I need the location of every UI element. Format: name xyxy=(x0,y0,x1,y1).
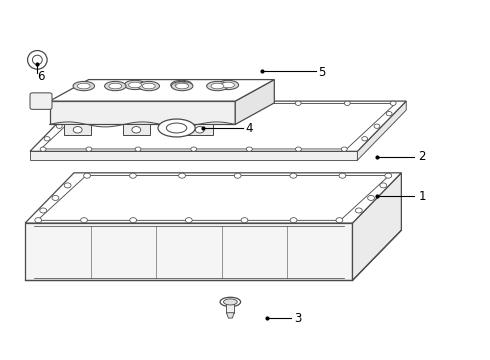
Circle shape xyxy=(336,218,343,223)
Ellipse shape xyxy=(207,81,228,91)
Circle shape xyxy=(191,147,196,151)
Ellipse shape xyxy=(172,81,193,91)
Ellipse shape xyxy=(32,55,42,64)
Ellipse shape xyxy=(220,297,241,307)
Text: 5: 5 xyxy=(318,66,326,79)
Circle shape xyxy=(129,173,136,178)
Ellipse shape xyxy=(175,82,188,88)
Ellipse shape xyxy=(176,83,189,89)
Ellipse shape xyxy=(167,123,187,133)
Polygon shape xyxy=(30,101,406,151)
Ellipse shape xyxy=(73,81,95,91)
Circle shape xyxy=(368,195,374,201)
Ellipse shape xyxy=(158,119,195,137)
Circle shape xyxy=(40,208,47,213)
Circle shape xyxy=(35,218,42,223)
Ellipse shape xyxy=(221,82,234,88)
Ellipse shape xyxy=(124,80,146,90)
Circle shape xyxy=(339,173,346,178)
Ellipse shape xyxy=(77,83,90,89)
Circle shape xyxy=(44,136,50,141)
Circle shape xyxy=(344,101,350,105)
Polygon shape xyxy=(235,80,274,125)
Ellipse shape xyxy=(211,83,224,89)
Circle shape xyxy=(40,147,46,151)
Circle shape xyxy=(386,112,392,116)
Polygon shape xyxy=(30,151,357,160)
Text: 1: 1 xyxy=(418,190,426,203)
Text: 3: 3 xyxy=(294,311,301,325)
Circle shape xyxy=(184,101,190,105)
Circle shape xyxy=(130,218,137,223)
Polygon shape xyxy=(37,176,389,220)
Circle shape xyxy=(246,147,252,151)
Circle shape xyxy=(240,101,245,105)
Circle shape xyxy=(73,127,82,133)
Circle shape xyxy=(342,147,347,151)
Circle shape xyxy=(362,136,368,141)
Circle shape xyxy=(89,101,95,105)
Ellipse shape xyxy=(109,83,122,89)
Circle shape xyxy=(185,218,192,223)
Ellipse shape xyxy=(138,81,159,91)
Circle shape xyxy=(132,127,141,133)
Ellipse shape xyxy=(104,81,126,91)
Polygon shape xyxy=(226,313,234,318)
Polygon shape xyxy=(49,80,274,101)
Circle shape xyxy=(355,208,362,213)
FancyBboxPatch shape xyxy=(30,93,52,109)
Ellipse shape xyxy=(223,299,237,305)
Circle shape xyxy=(290,218,297,223)
Circle shape xyxy=(86,147,92,151)
Circle shape xyxy=(374,124,380,129)
Polygon shape xyxy=(25,173,401,223)
Ellipse shape xyxy=(142,83,155,89)
Circle shape xyxy=(84,173,91,178)
Polygon shape xyxy=(25,223,352,280)
Polygon shape xyxy=(352,173,401,280)
Text: 2: 2 xyxy=(418,150,426,163)
Bar xyxy=(64,125,91,135)
Bar xyxy=(123,125,150,135)
Text: 6: 6 xyxy=(37,69,45,82)
Circle shape xyxy=(234,173,241,178)
Circle shape xyxy=(196,127,204,133)
Text: 4: 4 xyxy=(245,122,252,135)
Ellipse shape xyxy=(27,50,47,69)
Circle shape xyxy=(64,183,71,188)
Polygon shape xyxy=(41,103,395,149)
Ellipse shape xyxy=(171,80,192,90)
Polygon shape xyxy=(357,101,406,160)
Circle shape xyxy=(52,195,59,201)
Circle shape xyxy=(56,124,62,129)
Circle shape xyxy=(390,101,396,105)
Circle shape xyxy=(241,218,248,223)
Bar xyxy=(186,125,213,135)
Ellipse shape xyxy=(128,82,142,88)
Circle shape xyxy=(295,101,301,105)
Circle shape xyxy=(135,101,141,105)
Circle shape xyxy=(81,218,88,223)
Polygon shape xyxy=(49,101,235,125)
Circle shape xyxy=(135,147,141,151)
Circle shape xyxy=(178,173,185,178)
Circle shape xyxy=(69,112,74,116)
Circle shape xyxy=(385,173,392,178)
Circle shape xyxy=(295,147,301,151)
Bar xyxy=(226,301,234,313)
Circle shape xyxy=(290,173,297,178)
Circle shape xyxy=(380,183,387,188)
Ellipse shape xyxy=(217,80,239,90)
